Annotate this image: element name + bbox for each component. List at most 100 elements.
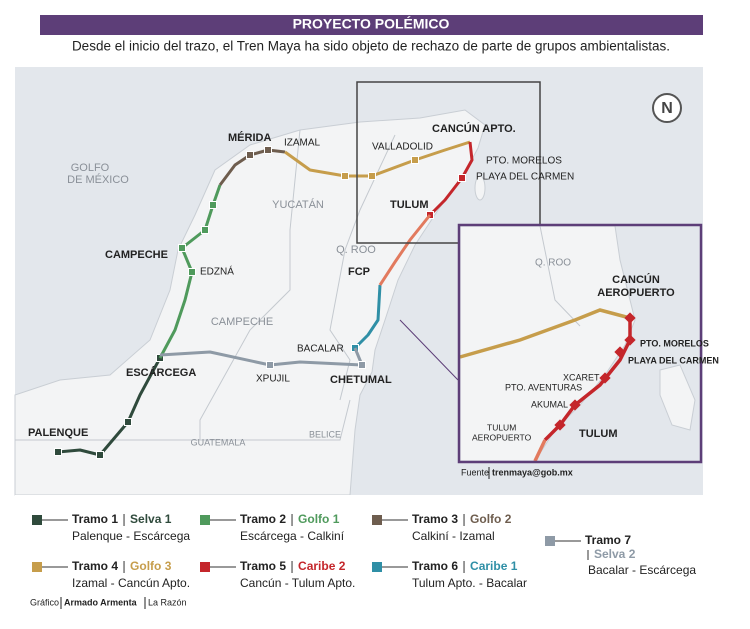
source-value: trenmaya@gob.mx <box>492 467 573 477</box>
legend-tag: Selva 1 <box>130 512 172 526</box>
inset-island <box>659 364 696 431</box>
city-label: FCP <box>348 266 370 278</box>
city-label: BACALAR <box>297 344 344 355</box>
legend-name: Tramo 1 <box>72 512 118 526</box>
legend-tag: Caribe 2 <box>298 559 346 573</box>
station <box>614 346 626 358</box>
legend-route: Escárcega - Calkiní <box>240 529 345 543</box>
legend-swatch <box>200 515 210 525</box>
city-label: CANCÚN APTO. <box>432 122 516 135</box>
city-label: MÉRIDA <box>228 131 271 144</box>
station <box>358 361 366 369</box>
station <box>624 334 636 346</box>
legend-tag: Selva 2 <box>594 547 636 561</box>
route <box>459 308 631 359</box>
legend-name: Tramo 4 <box>72 559 118 573</box>
compass-label: N <box>661 100 673 117</box>
inset-label: TULUM <box>487 422 516 432</box>
region-label: Q. ROO <box>336 244 376 256</box>
legend-route: Tulum Apto. - Bacalar <box>412 576 527 590</box>
header-title: PROYECTO POLÉMICO <box>293 16 450 32</box>
legend-tag: Caribe 1 <box>470 559 518 573</box>
zoom-frame <box>356 81 541 244</box>
legend-swatch <box>200 562 210 572</box>
station <box>246 151 254 159</box>
inset-frame <box>457 223 703 464</box>
compass <box>652 93 682 123</box>
inset-label: CANCÚN <box>612 273 660 286</box>
region-label: GUATEMALA <box>191 437 246 447</box>
header-bar <box>40 15 703 35</box>
city-label: CAMPECHE <box>105 249 168 261</box>
zoom-connector <box>399 319 459 381</box>
route <box>353 284 382 350</box>
legend-tag: Golfo 1 <box>298 512 340 526</box>
credit-label: Gráfico <box>30 597 59 607</box>
city-label: CHETUMAL <box>330 374 392 386</box>
inset-label: TULUM <box>579 428 618 440</box>
legend-route: Izamal - Cancún Apto. <box>72 576 190 590</box>
legend-name: Tramo 2 <box>240 512 286 526</box>
legend-tag: Golfo 3 <box>130 559 172 573</box>
inset-label: AEROPUERTO <box>597 287 675 299</box>
legend-name: Tramo 3 <box>412 512 458 526</box>
legend-swatch <box>372 562 382 572</box>
city-label: TULUM <box>390 199 429 211</box>
city-label: PLAYA DEL CARMEN <box>476 172 574 183</box>
inset-label: PTO. MORELOS <box>640 338 709 348</box>
station <box>264 146 272 154</box>
station <box>458 174 466 182</box>
legend: Tramo 1 Selva 1 Palenque - Escárcega Tramo … <box>32 512 696 590</box>
station <box>188 268 196 276</box>
region-label: GOLFO <box>71 162 110 174</box>
credit-outlet: La Razón <box>148 597 187 607</box>
inset-label: PTO. AVENTURAS <box>505 382 582 392</box>
inset-label: AEROPUERTO <box>472 432 532 442</box>
inset-region: Q. ROO <box>535 258 571 269</box>
station <box>96 451 104 459</box>
legend-swatch <box>32 515 42 525</box>
inset-border <box>539 225 581 327</box>
map: N GOLFO DE MÉXICO YUCATÁN CAMPECHE Q. RO… <box>14 67 719 615</box>
legend-route: Bacalar - Escárcega <box>588 563 696 577</box>
city-label: EDZNÁ <box>200 265 234 278</box>
route <box>378 214 432 286</box>
route <box>158 184 222 359</box>
route <box>57 357 162 457</box>
city-label: XPUJIL <box>256 374 290 385</box>
station <box>201 226 209 234</box>
inset-label: XCARET <box>563 372 600 382</box>
inset-label: PLAYA DEL CARMEN <box>628 355 719 365</box>
station <box>554 419 566 431</box>
region-label: YUCATÁN <box>272 198 324 211</box>
station <box>368 172 376 180</box>
legend-name: Tramo 5 <box>240 559 286 573</box>
city-label: VALLADOLID <box>372 142 433 153</box>
city-label: IZAMAL <box>284 138 321 149</box>
inset-label: AKUMAL <box>531 399 568 409</box>
region-label: DE MÉXICO <box>67 173 129 186</box>
station <box>569 399 581 411</box>
region-label: CAMPECHE <box>211 316 273 328</box>
legend-name: Tramo 6 <box>412 559 458 573</box>
city-label: PALENQUE <box>28 427 88 439</box>
station <box>411 156 419 164</box>
credit-author: Armado Armenta <box>64 597 138 607</box>
header-subtitle: Desde el inicio del trazo, el Tren Maya … <box>72 39 670 54</box>
legend-swatch <box>545 536 555 546</box>
station <box>624 312 636 324</box>
station <box>266 361 274 369</box>
legend-swatch <box>32 562 42 572</box>
station <box>341 172 349 180</box>
legend-route: Calkiní - Izamal <box>412 529 495 543</box>
legend-swatch <box>372 515 382 525</box>
legend-route: Palenque - Escárcega <box>72 529 190 543</box>
source-label: Fuente <box>461 467 489 477</box>
route <box>533 439 547 462</box>
city-label: ESCÁRCEGA <box>126 366 196 379</box>
land <box>14 109 486 496</box>
station <box>209 201 217 209</box>
legend-route: Cancún - Tulum Apto. <box>240 576 355 590</box>
station <box>178 244 186 252</box>
